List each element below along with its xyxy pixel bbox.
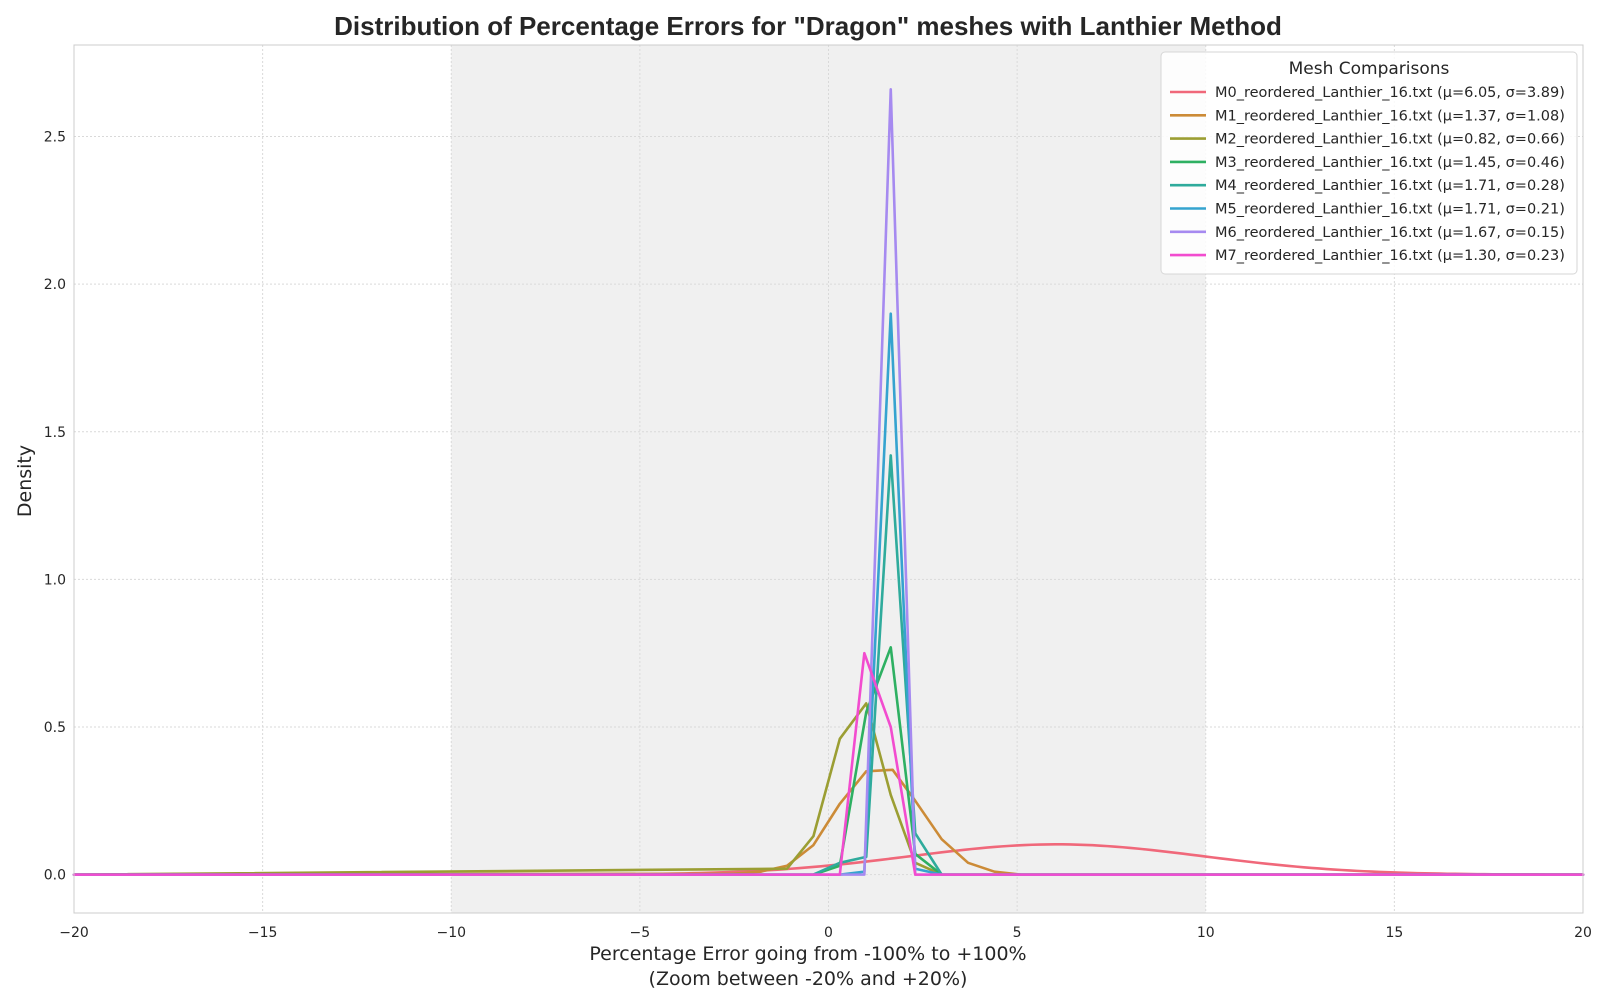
y-tick-label: 2.0	[44, 277, 66, 293]
legend-entry-4: M4_reordered_Lanthier_16.txt (μ=1.71, σ=…	[1215, 178, 1565, 194]
x-tick-label: 10	[1197, 925, 1215, 941]
series-line-2	[72, 702, 1585, 876]
legend-entry-5: M5_reordered_Lanthier_16.txt (μ=1.71, σ=…	[1215, 202, 1565, 218]
legend-entry-1: M1_reordered_Lanthier_16.txt (μ=1.37, σ=…	[1215, 108, 1565, 124]
x-tick-label: −20	[59, 925, 89, 941]
y-tick-label: 0.0	[44, 868, 66, 884]
chart-title: Distribution of Percentage Errors for "D…	[334, 11, 1282, 41]
legend-title: Mesh Comparisons	[1289, 59, 1450, 79]
legend-entry-3: M3_reordered_Lanthier_16.txt (μ=1.45, σ=…	[1215, 155, 1565, 171]
legend-entry-2: M2_reordered_Lanthier_16.txt (μ=0.82, σ=…	[1215, 132, 1565, 148]
x-axis-label: Percentage Error going from -100% to +10…	[589, 943, 1026, 965]
series-line-4	[72, 454, 1585, 876]
series-line-1	[72, 768, 1585, 876]
x-ticks: −20 −15 −10 −5 0 5 10 15 20	[59, 925, 1592, 941]
y-tick-label: 1.5	[44, 425, 66, 441]
y-ticks: 0.0 0.5 1.0 1.5 2.0 2.5	[44, 130, 66, 884]
x-tick-label: −15	[248, 925, 278, 941]
series-line-7	[72, 651, 1585, 876]
legend-entry-0: M0_reordered_Lanthier_16.txt (μ=6.05, σ=…	[1215, 85, 1565, 101]
series-layer	[72, 87, 1585, 876]
legend: Mesh Comparisons M0_reordered_Lanthier_1…	[1160, 51, 1578, 275]
legend-entry-6: M6_reordered_Lanthier_16.txt (μ=1.67, σ=…	[1215, 225, 1565, 241]
legend-box	[1160, 51, 1578, 275]
x-tick-label: −10	[436, 925, 466, 941]
x-tick-label: 20	[1574, 925, 1592, 941]
x-axis-label-zoom-note: (Zoom between -20% and +20%)	[649, 968, 968, 990]
y-tick-label: 2.5	[44, 130, 66, 146]
legend-entry-7: M7_reordered_Lanthier_16.txt (μ=1.30, σ=…	[1215, 248, 1565, 264]
x-tick-label: 15	[1385, 925, 1403, 941]
y-tick-label: 0.5	[44, 720, 66, 736]
axes-frame	[73, 44, 1584, 914]
legend-items: M0_reordered_Lanthier_16.txt (μ=6.05, σ=…	[1170, 85, 1565, 264]
y-tick-label: 1.0	[44, 572, 66, 588]
x-tick-label: 0	[824, 925, 833, 941]
x-tick-label: 5	[1013, 925, 1022, 941]
y-axis-label: Density	[14, 445, 36, 517]
x-tick-label: −5	[630, 925, 651, 941]
